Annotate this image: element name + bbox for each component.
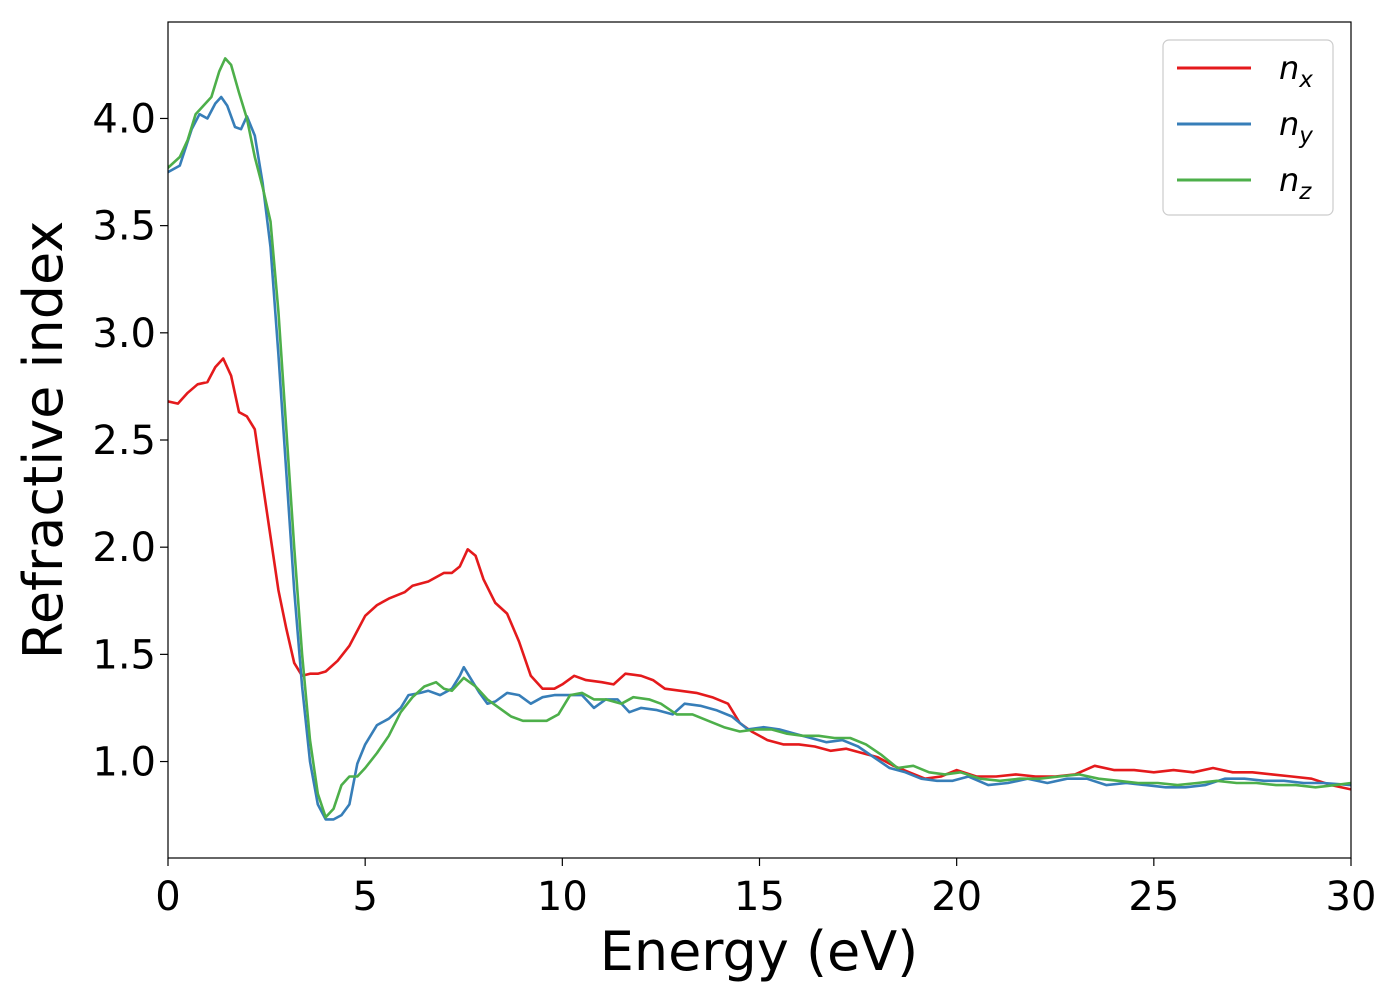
y-tick-label: 2.5 <box>92 418 156 464</box>
y-tick-label: 3.5 <box>92 204 156 250</box>
y-axis-label: Refractive index <box>12 221 75 660</box>
x-tick-label: 5 <box>352 874 377 920</box>
y-tick-label: 2.0 <box>92 525 156 571</box>
y-tick-label: 3.0 <box>92 311 156 357</box>
x-tick-label: 30 <box>1326 874 1377 920</box>
x-tick-label: 10 <box>537 874 588 920</box>
legend-box <box>1162 39 1334 216</box>
y-tick-label: 1.0 <box>92 740 156 786</box>
x-tick-label: 0 <box>155 874 180 920</box>
series-lines <box>168 57 1351 821</box>
legend-label-ny: ny <box>1279 105 1313 149</box>
y-tick-label: 4.0 <box>92 96 156 142</box>
x-tick-label: 25 <box>1128 874 1179 920</box>
y-tick-label: 1.5 <box>92 632 156 678</box>
series-line-nx <box>168 357 1351 791</box>
x-tick-label: 20 <box>931 874 982 920</box>
axis-ticks: 0 5 10 15 20 25 30 1.0 1.5 2.0 2.5 3.0 3.5 4.0 <box>92 96 1376 920</box>
series-line-nz <box>168 57 1351 819</box>
legend: nx ny nz <box>1162 39 1334 216</box>
legend-label-nz: nz <box>1279 161 1312 205</box>
legend-label-nx: nx <box>1279 49 1313 93</box>
x-tick-label: 15 <box>734 874 785 920</box>
x-axis-label: Energy (eV) <box>600 920 919 983</box>
